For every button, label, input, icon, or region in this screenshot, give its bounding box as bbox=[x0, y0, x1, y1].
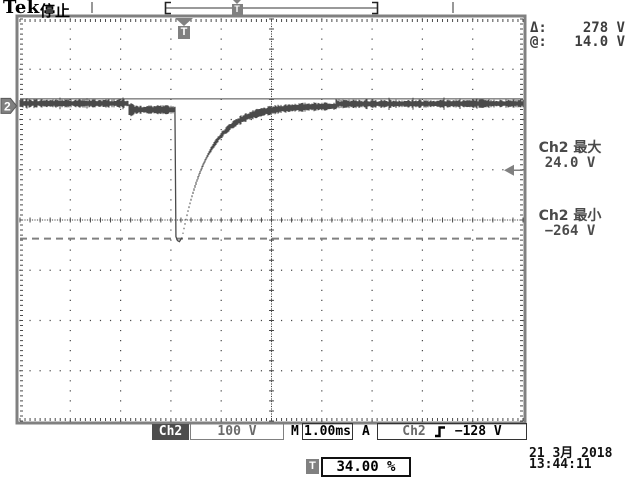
rising-edge-icon bbox=[434, 426, 445, 438]
ch2-max-value: 24.0 V bbox=[544, 155, 596, 171]
ch2-min-value: −264 V bbox=[544, 223, 596, 239]
ch2-max-label: Ch2 最大 bbox=[538, 140, 602, 156]
trigger-position-icon: T bbox=[178, 26, 190, 39]
trigger-readout: Ch2 −128 V bbox=[377, 423, 527, 440]
timebase-label: M bbox=[291, 424, 299, 439]
record-bar-trigger-icon: T bbox=[231, 4, 243, 15]
acquisition-status: 停止 bbox=[40, 2, 71, 20]
ch2-scale-readout: 100 V bbox=[190, 423, 284, 440]
hpos-trigger-icon: T bbox=[306, 459, 319, 474]
graticule-grid bbox=[19, 18, 524, 422]
cursor-delta-readout: Δ: 278 V bbox=[530, 20, 625, 36]
hpos-percent-readout: 34.00 % bbox=[321, 457, 411, 477]
ch2-ground-marker: 2 bbox=[0, 97, 18, 114]
cursor-delta-value: 278 V bbox=[582, 20, 625, 36]
date-readout: 21 3月 2018 bbox=[529, 446, 613, 461]
tek-logo: Tek bbox=[3, 0, 40, 18]
ch2-min-label: Ch2 最小 bbox=[538, 208, 602, 224]
acquisition-mode-label: A bbox=[362, 424, 370, 439]
cursor-at-readout: @: 14.0 V bbox=[530, 34, 625, 50]
ch2-waveform-trace bbox=[19, 97, 524, 243]
trigger-position-pointer-icon bbox=[175, 18, 193, 26]
ch2-min-measurement: Ch2 最小 −264 V bbox=[531, 209, 609, 239]
record-position-bar bbox=[91, 1, 454, 15]
ch2-channel-badge: Ch2 bbox=[152, 424, 189, 440]
cursor-lines bbox=[20, 98, 523, 240]
cursor-at-value: 14.0 V bbox=[574, 34, 625, 50]
ch2-marker-label: 2 bbox=[4, 99, 11, 113]
record-bar-trigger-pointer-icon bbox=[233, 0, 241, 4]
cursor-delta-label: Δ: bbox=[530, 20, 547, 36]
ch2-marker-flag-icon bbox=[0, 97, 18, 114]
trigger-level-arrow-icon bbox=[504, 164, 523, 176]
trigger-source: Ch2 bbox=[402, 424, 426, 439]
trigger-level: −128 V bbox=[454, 424, 502, 439]
ch2-max-measurement: Ch2 最大 24.0 V bbox=[531, 141, 609, 171]
time-readout: 13:44:11 bbox=[529, 457, 592, 472]
timebase-readout: 1.00ms bbox=[302, 423, 353, 440]
cursor-at-label: @: bbox=[530, 34, 547, 50]
